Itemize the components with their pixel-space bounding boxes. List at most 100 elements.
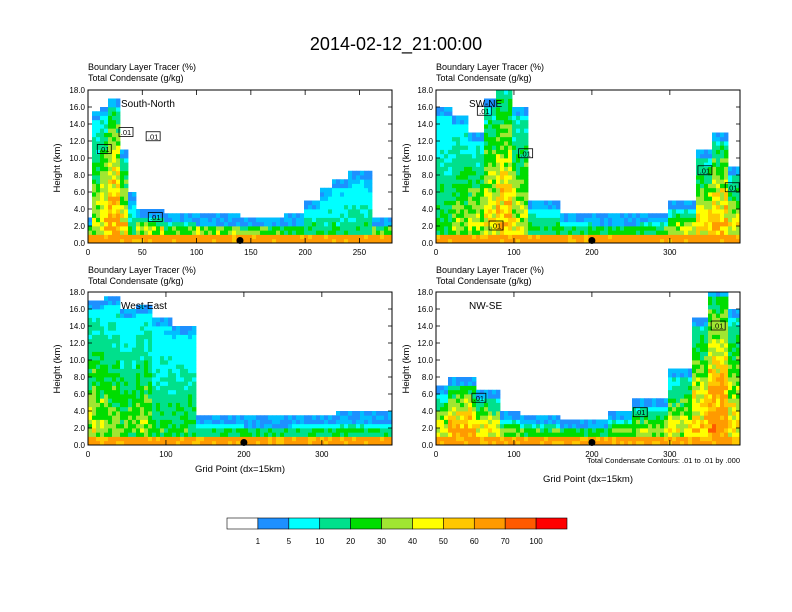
tracer-cell xyxy=(456,158,461,163)
tracer-cell xyxy=(524,419,529,425)
tracer-cell xyxy=(316,440,321,446)
tracer-cell xyxy=(232,428,237,433)
tracer-cell xyxy=(716,230,721,235)
tracer-cell xyxy=(500,200,505,206)
tracer-cell xyxy=(640,402,645,408)
tracer-cell xyxy=(324,209,329,214)
tracer-cell xyxy=(236,428,241,433)
tracer-cell xyxy=(140,398,145,403)
tracer-cell xyxy=(224,217,229,223)
tracer-cell xyxy=(716,204,721,210)
tracer-cell xyxy=(176,343,181,348)
tracer-cell xyxy=(208,415,213,420)
tracer-cell xyxy=(112,347,117,352)
y-tick-label: 18.0 xyxy=(69,86,85,95)
tracer-cell xyxy=(548,204,553,210)
tracer-cell xyxy=(492,115,497,121)
tracer-cell xyxy=(724,292,729,297)
tracer-cell xyxy=(148,234,153,240)
tracer-cell xyxy=(476,209,481,214)
tracer-cell xyxy=(712,204,717,210)
tracer-cell xyxy=(520,192,525,197)
tracer-cell xyxy=(116,192,121,197)
tracer-cell xyxy=(672,440,677,446)
tracer-cell xyxy=(92,428,97,433)
tracer-cell xyxy=(256,221,261,227)
tracer-cell xyxy=(112,234,117,240)
tracer-cell xyxy=(300,428,305,433)
tracer-cell xyxy=(108,360,113,365)
tracer-cell xyxy=(496,136,501,142)
tracer-cell xyxy=(732,217,737,223)
tracer-cell xyxy=(448,402,453,408)
tracer-cell xyxy=(120,162,125,167)
tracer-cell xyxy=(732,436,737,442)
tracer-cell xyxy=(308,419,313,425)
y-tick-label: 14.0 xyxy=(417,322,433,331)
tracer-cell xyxy=(132,355,137,361)
tracer-cell xyxy=(136,230,141,235)
tracer-cell xyxy=(344,238,349,244)
tracer-cell xyxy=(216,234,221,240)
tracer-cell xyxy=(508,153,513,159)
tracer-cell xyxy=(456,217,461,223)
tracer-cell xyxy=(236,217,241,223)
tracer-cell xyxy=(220,213,225,218)
tracer-cell xyxy=(460,415,465,420)
tracer-cell xyxy=(100,204,105,210)
tracer-cell xyxy=(708,351,713,357)
tracer-cell xyxy=(480,419,485,425)
tracer-cell xyxy=(440,175,445,180)
tracer-cell xyxy=(732,423,737,429)
tracer-cell xyxy=(440,432,445,437)
tracer-cell xyxy=(484,107,489,112)
tracer-cell xyxy=(156,226,161,231)
tracer-cell xyxy=(360,436,365,442)
tracer-cell xyxy=(360,200,365,206)
tracer-cell xyxy=(668,389,673,395)
tracer-cell xyxy=(368,238,373,244)
tracer-cell xyxy=(464,132,469,138)
tracer-cell xyxy=(456,187,461,193)
tracer-cell xyxy=(600,221,605,227)
tracer-cell xyxy=(504,175,509,180)
tracer-cell xyxy=(140,309,145,314)
tracer-cell xyxy=(260,230,265,235)
tracer-cell xyxy=(376,411,381,416)
tracer-cell xyxy=(100,209,105,214)
tracer-cell xyxy=(504,128,509,133)
tracer-cell xyxy=(92,406,97,412)
tracer-cell xyxy=(164,402,169,408)
tracer-cell xyxy=(92,415,97,420)
tracer-cell xyxy=(308,238,313,244)
tracer-cell xyxy=(488,124,493,129)
tracer-cell xyxy=(132,347,137,352)
tracer-cell xyxy=(252,415,257,420)
tracer-cell xyxy=(140,415,145,420)
tracer-cell xyxy=(496,221,501,227)
tracer-cell xyxy=(112,364,117,369)
tracer-cell xyxy=(376,423,381,429)
tracer-cell xyxy=(380,428,385,433)
tracer-cell xyxy=(352,209,357,214)
tracer-cell xyxy=(340,230,345,235)
tracer-cell xyxy=(724,230,729,235)
tracer-cell xyxy=(476,175,481,180)
tracer-cell xyxy=(364,428,369,433)
tracer-cell xyxy=(132,230,137,235)
tracer-cell xyxy=(104,149,109,155)
tracer-cell xyxy=(708,296,713,301)
tracer-cell xyxy=(536,428,541,433)
tracer-cell xyxy=(460,432,465,437)
tracer-cell xyxy=(440,423,445,429)
tracer-cell xyxy=(88,364,93,369)
tracer-cell xyxy=(524,111,529,116)
tracer-cell xyxy=(108,415,113,420)
tracer-cell xyxy=(352,217,357,223)
tracer-cell xyxy=(272,234,277,240)
tracer-cell xyxy=(116,183,121,189)
tracer-cell xyxy=(356,217,361,223)
tracer-cell xyxy=(528,440,533,446)
tracer-cell xyxy=(284,221,289,227)
tracer-cell xyxy=(120,385,125,391)
